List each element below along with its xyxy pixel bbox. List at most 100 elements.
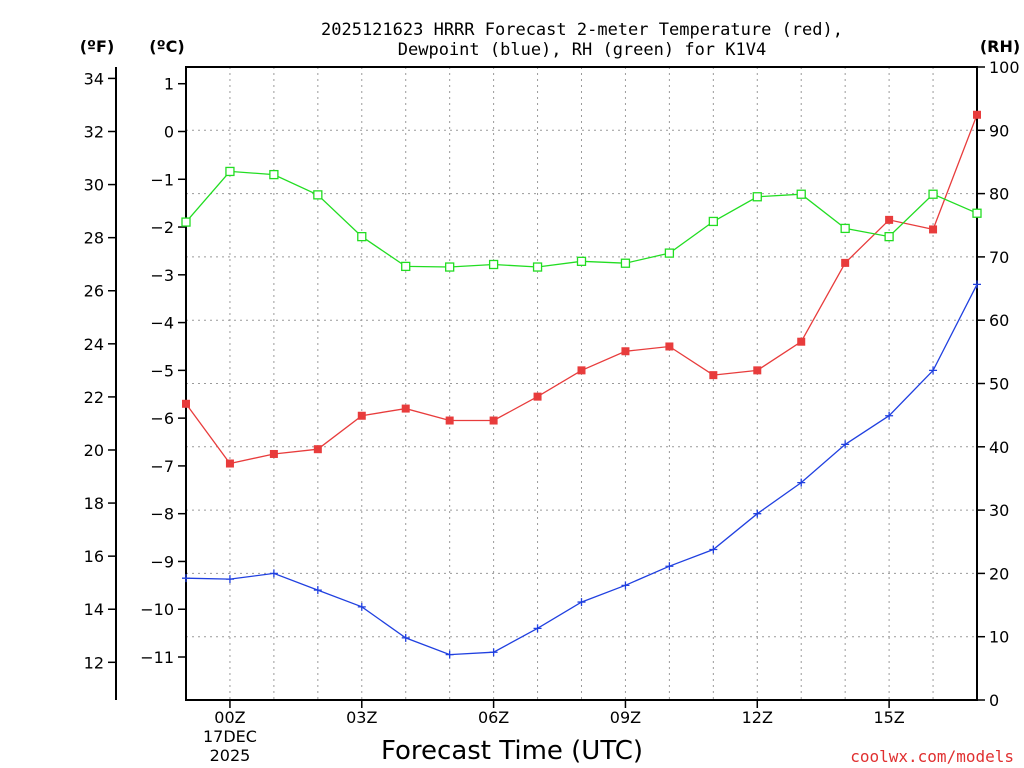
- fahrenheit-tick-label: 12: [84, 653, 104, 672]
- fahrenheit-tick-label: 14: [84, 600, 104, 619]
- rh-tick-label: 80: [989, 185, 1009, 204]
- rh-point: [576, 256, 587, 266]
- rh-point: [313, 190, 323, 200]
- x-axis-label: Forecast Time (UTC): [381, 736, 643, 766]
- x-tick-label: 09Z: [610, 708, 641, 727]
- rh-tick-label: 20: [989, 564, 1009, 583]
- rh-point: [664, 248, 675, 258]
- celsius-tick-label: 1: [164, 75, 174, 94]
- fahrenheit-tick-label: 32: [84, 122, 104, 141]
- temperature-point: [929, 225, 938, 234]
- temperature-point: [489, 416, 498, 425]
- dewpoint-point: [709, 545, 718, 554]
- temperature-point: [577, 366, 586, 375]
- rh-tick-label: 50: [989, 375, 1009, 394]
- temperature-point: [797, 337, 806, 346]
- celsius-tick-label: −8: [150, 505, 174, 524]
- dewpoint-point: [489, 648, 498, 657]
- rh-unit-label: (RH): [980, 37, 1020, 56]
- temperature-point: [357, 411, 366, 420]
- rh-point: [357, 231, 367, 242]
- dewpoint-point: [885, 411, 894, 420]
- temperature-point: [225, 459, 234, 468]
- dewpoint-point: [269, 569, 278, 578]
- rh-point: [928, 189, 938, 199]
- series-layer: [181, 110, 982, 659]
- dewpoint-point: [401, 633, 410, 642]
- dewpoint-point: [445, 650, 454, 659]
- celsius-tick-label: −2: [150, 218, 174, 237]
- rh-point: [532, 262, 543, 272]
- fahrenheit-tick-label: 22: [84, 388, 104, 407]
- rh-point: [840, 223, 850, 234]
- temperature-point: [269, 449, 278, 458]
- fahrenheit-tick-label: 18: [84, 494, 104, 513]
- temperature-point: [621, 347, 630, 356]
- celsius-tick-label: −3: [150, 266, 174, 285]
- dewpoint-point: [929, 366, 938, 375]
- celsius-tick-label: 0: [164, 122, 174, 141]
- celsius-tick-label: −5: [150, 361, 174, 380]
- temperature-point: [709, 371, 718, 380]
- rh-tick-label: 30: [989, 501, 1009, 520]
- fahrenheit-tick-label: 34: [84, 69, 104, 88]
- rh-point: [445, 262, 455, 272]
- rh-point: [884, 231, 894, 242]
- x-tick-label: 15Z: [873, 708, 904, 727]
- celsius-tick-label: −1: [150, 170, 174, 189]
- temperature-point: [841, 258, 850, 267]
- rh-point: [752, 192, 762, 202]
- temperature-point: [182, 399, 190, 408]
- temperature-point: [445, 416, 454, 425]
- dewpoint-point: [533, 624, 542, 633]
- dewpoint-point: [182, 574, 190, 583]
- temperature-point: [665, 342, 674, 351]
- celsius-tick-label: −10: [140, 600, 174, 619]
- dewpoint-series: [182, 280, 981, 659]
- chart-title-line1: 2025121623 HRRR Forecast 2-meter Tempera…: [321, 20, 843, 40]
- celsius-tick-label: −4: [150, 314, 174, 333]
- temperature-point: [401, 404, 410, 413]
- rh-tick-label: 10: [989, 628, 1009, 647]
- dewpoint-point: [621, 581, 630, 590]
- x-tick-label: 00Z: [214, 708, 245, 727]
- x-date-label: 17DEC: [203, 727, 257, 746]
- fahrenheit-tick-label: 16: [84, 547, 104, 566]
- rh-point: [225, 166, 235, 177]
- temperature-point: [313, 445, 322, 454]
- fahrenheit-tick-label: 20: [84, 441, 104, 460]
- rh-point: [269, 169, 279, 180]
- chart-title-line2: Dewpoint (blue), RH (green) for K1V4: [398, 40, 766, 60]
- dewpoint-point: [577, 598, 586, 607]
- rh-point: [401, 261, 411, 272]
- axes-layer: [108, 66, 985, 708]
- rh-point: [181, 217, 191, 227]
- rh-point: [796, 189, 806, 199]
- fahrenheit-tick-label: 26: [84, 282, 104, 301]
- rh-point: [620, 258, 631, 268]
- rh-series: [181, 166, 982, 272]
- rh-tick-label: 0: [989, 691, 999, 710]
- x-tick-label: 06Z: [478, 708, 509, 727]
- x-tick-label: 12Z: [742, 708, 773, 727]
- dewpoint-point: [225, 575, 234, 584]
- rh-tick-label: 70: [989, 248, 1009, 267]
- fahrenheit-unit-label: (ºF): [80, 37, 115, 56]
- x-tick-label: 03Z: [346, 708, 377, 727]
- celsius-tick-label: −9: [150, 552, 174, 571]
- dewpoint-point: [665, 562, 674, 571]
- rh-tick-label: 40: [989, 438, 1009, 457]
- celsius-unit-label: (ºC): [149, 37, 184, 56]
- rh-tick-label: 90: [989, 121, 1009, 140]
- dewpoint-point: [841, 440, 850, 449]
- dewpoint-point: [357, 602, 366, 611]
- dewpoint-point: [313, 586, 322, 595]
- rh-line: [185, 170, 978, 268]
- temperature-point: [885, 215, 894, 224]
- fahrenheit-tick-label: 30: [84, 176, 104, 195]
- dewpoint-point: [753, 509, 762, 518]
- temperature-point: [533, 392, 542, 401]
- celsius-tick-label: −7: [150, 457, 174, 476]
- rh-tick-label: 60: [989, 311, 1009, 330]
